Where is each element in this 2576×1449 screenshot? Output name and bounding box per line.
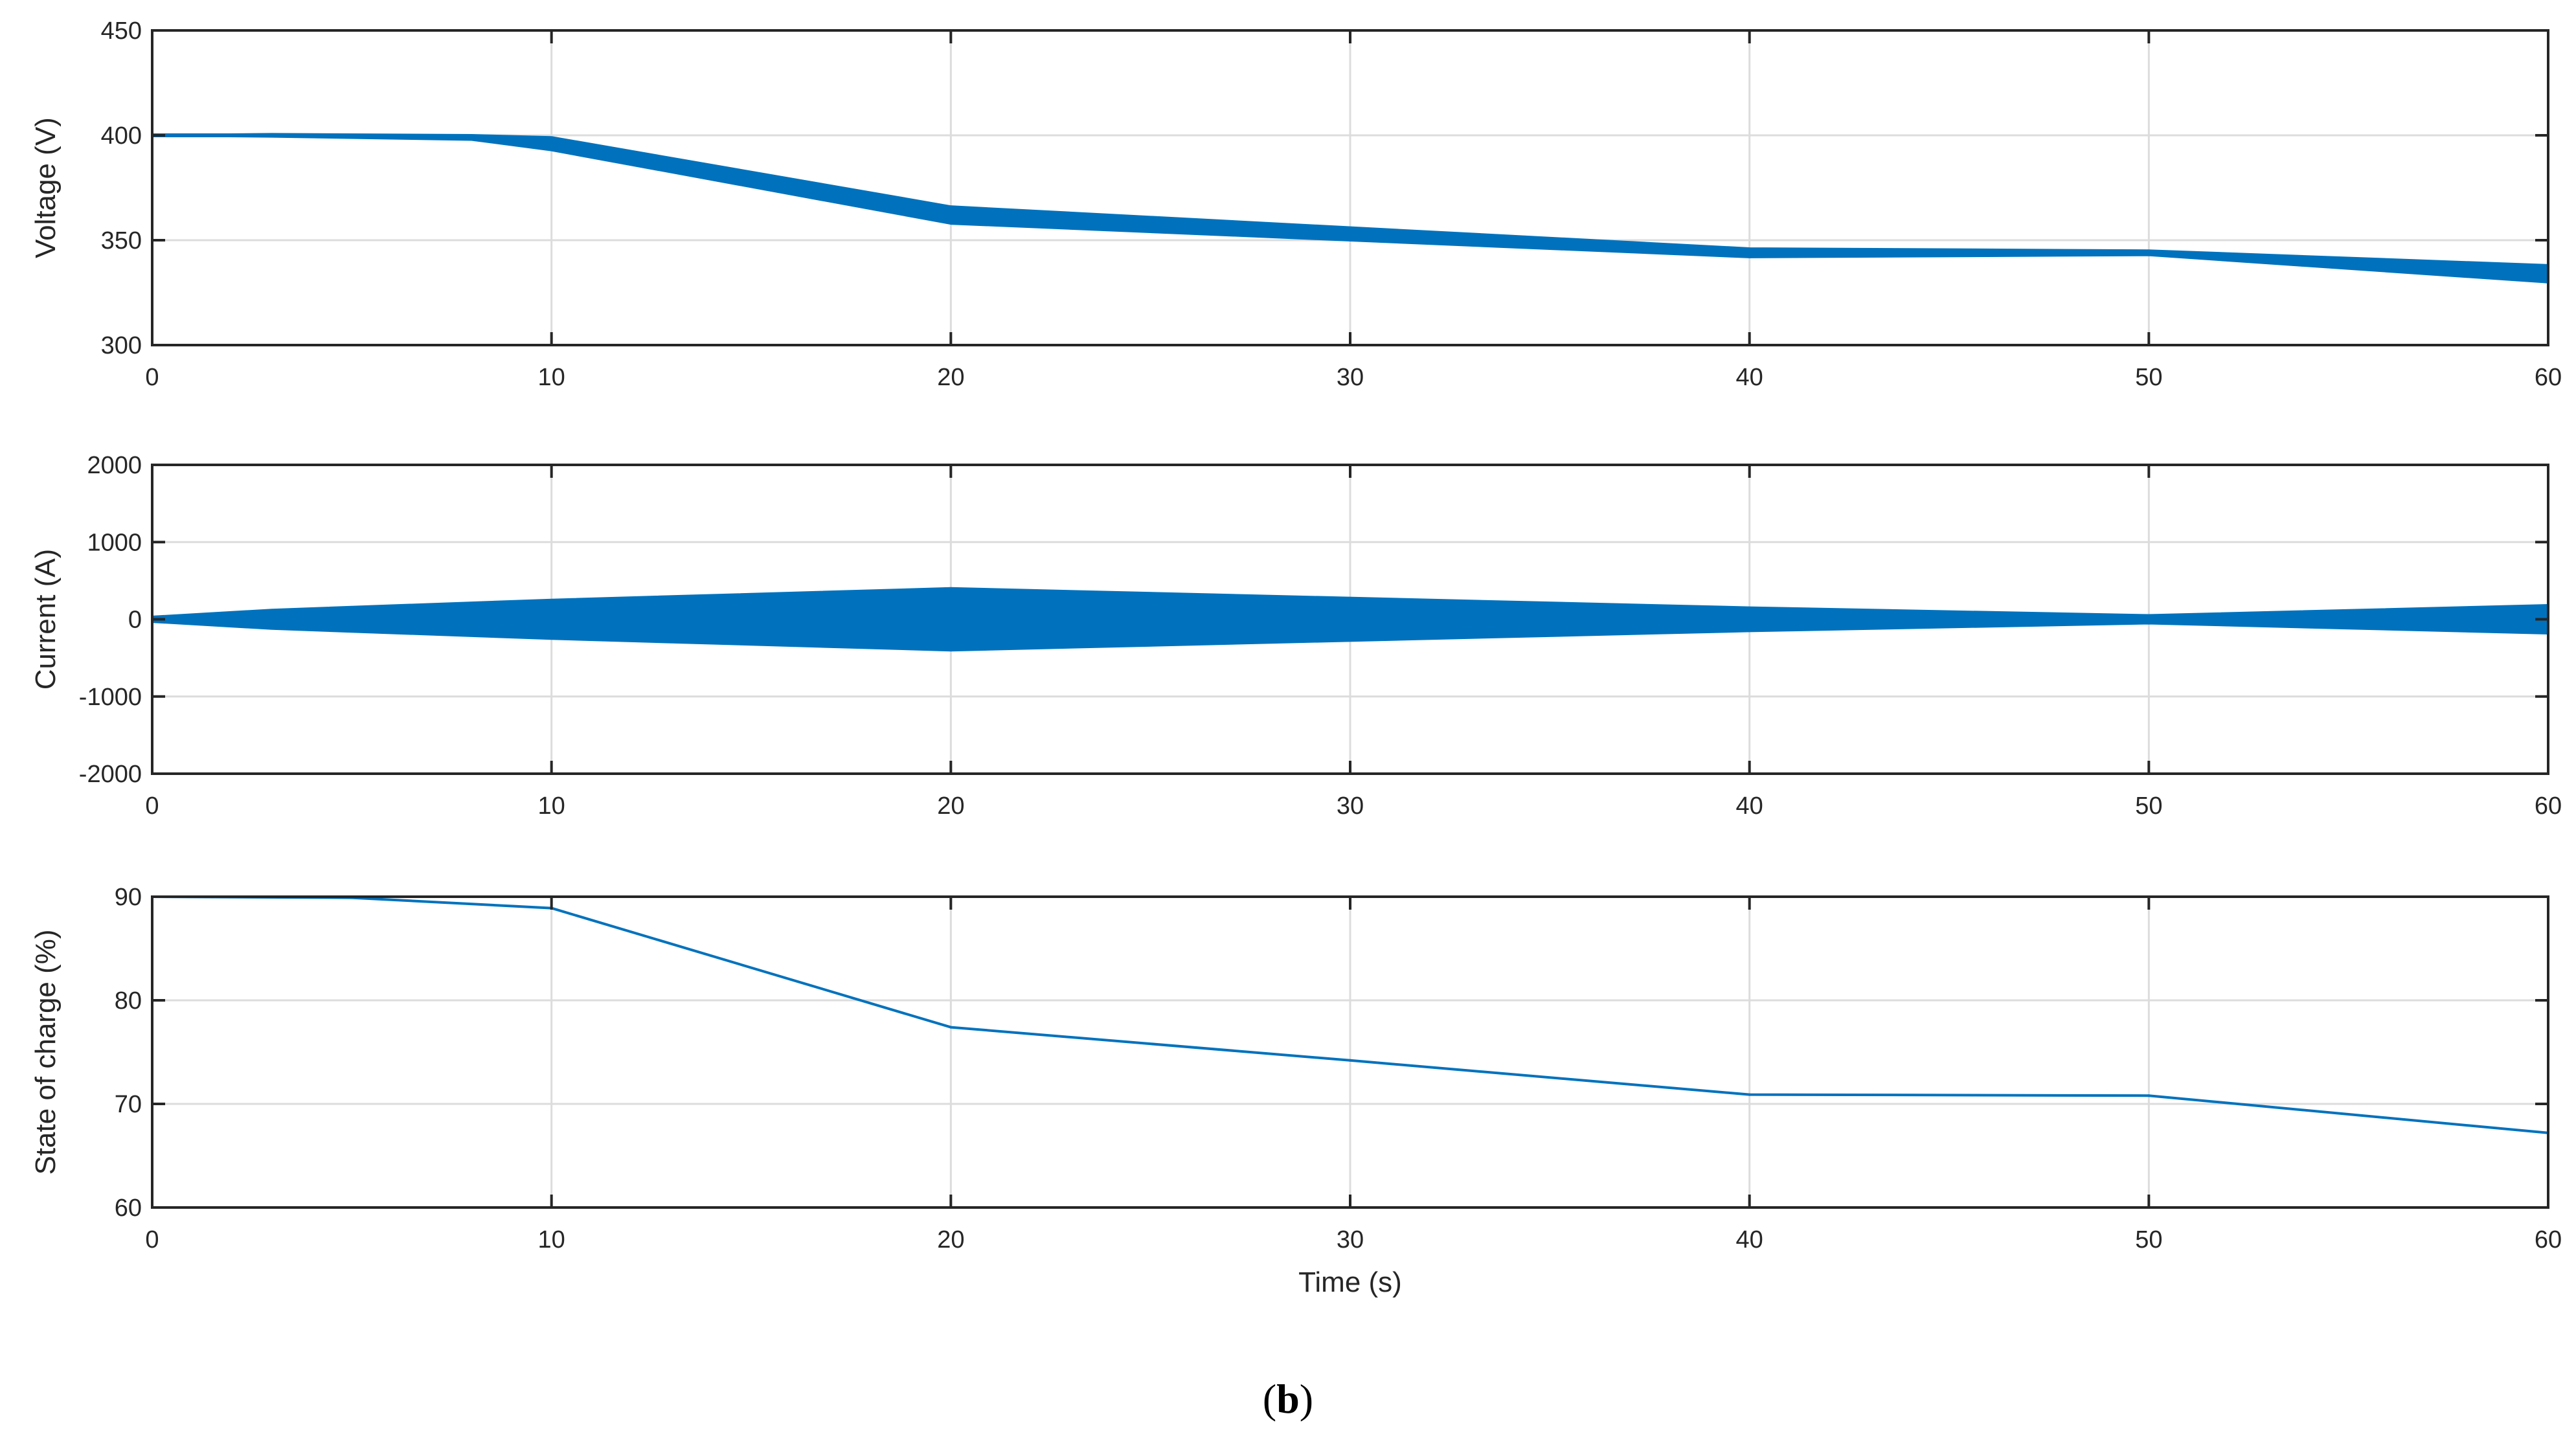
current-xtick-label: 30: [1337, 792, 1364, 820]
soc-xtick-label: 60: [2535, 1226, 2562, 1253]
voltage-data-point: [949, 214, 953, 217]
current-xtick-label: 20: [937, 792, 964, 820]
voltage-series-line: [152, 133, 2549, 276]
current-ytick-label: -1000: [79, 684, 142, 711]
voltage-data-point: [2147, 251, 2151, 254]
soc-xtick-label: 30: [1337, 1226, 1364, 1253]
soc-data-point: [1349, 1059, 1351, 1062]
current-data-point: [2147, 618, 2151, 621]
soc-xtick-label: 40: [1736, 1226, 1763, 1253]
voltage-ytick-label: 300: [101, 332, 142, 359]
soc-ylabel: State of charge (%): [30, 929, 62, 1174]
current-xtick-label: 10: [538, 792, 565, 820]
voltage-xtick-label: 50: [2135, 364, 2162, 391]
current-ytick-label: -2000: [79, 761, 142, 788]
soc-panel: 0 10 20 30 40 50 60 60 70 80 90 State of charge (%)…: [30, 884, 2562, 1298]
soc-xtick-label: 20: [937, 1226, 964, 1253]
soc-data-point: [949, 1026, 953, 1029]
current-xtick-label: 50: [2135, 792, 2162, 820]
current-data-point: [271, 618, 273, 621]
voltage-data-point: [1748, 251, 1751, 254]
voltage-data-point: [271, 134, 273, 137]
voltage-xtick-label: 0: [145, 364, 159, 391]
soc-ytick-label: 60: [115, 1195, 142, 1222]
current-ytick-label: 1000: [87, 529, 142, 556]
current-panel: 0 10 20 30 40 50 60 -2000 -1000 0 1000 2000 Current …: [30, 452, 2562, 820]
soc-ytick-label: 70: [115, 1091, 142, 1118]
soc-data-point: [2147, 1094, 2151, 1097]
current-ylabel: Current (A): [30, 549, 62, 690]
voltage-xtick-label: 20: [937, 364, 964, 391]
soc-ytick-label: 80: [115, 987, 142, 1015]
soc-series-line: [152, 895, 2549, 1134]
current-xtick-label: 60: [2535, 792, 2562, 820]
caption-open-paren: (: [1263, 1376, 1276, 1422]
voltage-data-point: [550, 142, 553, 145]
soc-xtick-label: 50: [2135, 1226, 2162, 1253]
soc-xtick-label: 10: [538, 1226, 565, 1253]
caption-letter: b: [1276, 1376, 1300, 1422]
caption-close-paren: ): [1300, 1376, 1313, 1422]
soc-ytick-label: 90: [115, 884, 142, 911]
current-xtick-label: 0: [145, 792, 159, 820]
voltage-xtick-label: 30: [1337, 364, 1364, 391]
current-xtick-label: 40: [1736, 792, 1763, 820]
voltage-xtick-label: 40: [1736, 364, 1763, 391]
voltage-xtick-label: 60: [2535, 364, 2562, 391]
voltage-data-point: [470, 136, 473, 139]
soc-data-point: [1748, 1093, 1751, 1096]
current-data-point: [949, 618, 953, 621]
voltage-xtick-label: 10: [538, 364, 565, 391]
voltage-panel: 0 10 20 30 40 50 60 300 350 400 450 Voltage (V): [30, 17, 2562, 391]
voltage-ytick-label: 350: [101, 227, 142, 254]
current-ytick-label: 2000: [87, 452, 142, 479]
soc-xtick-label: 0: [145, 1226, 159, 1253]
voltage-ytick-label: 400: [101, 122, 142, 150]
current-data-point: [550, 618, 553, 621]
voltage-ytick-label: 450: [101, 17, 142, 45]
figure-caption: (b): [1263, 1376, 1313, 1422]
current-ytick-label: 0: [128, 607, 142, 634]
voltage-ylabel: Voltage (V): [30, 117, 62, 258]
soc-xlabel: Time (s): [1298, 1266, 1402, 1298]
current-data-point: [1748, 618, 1751, 621]
